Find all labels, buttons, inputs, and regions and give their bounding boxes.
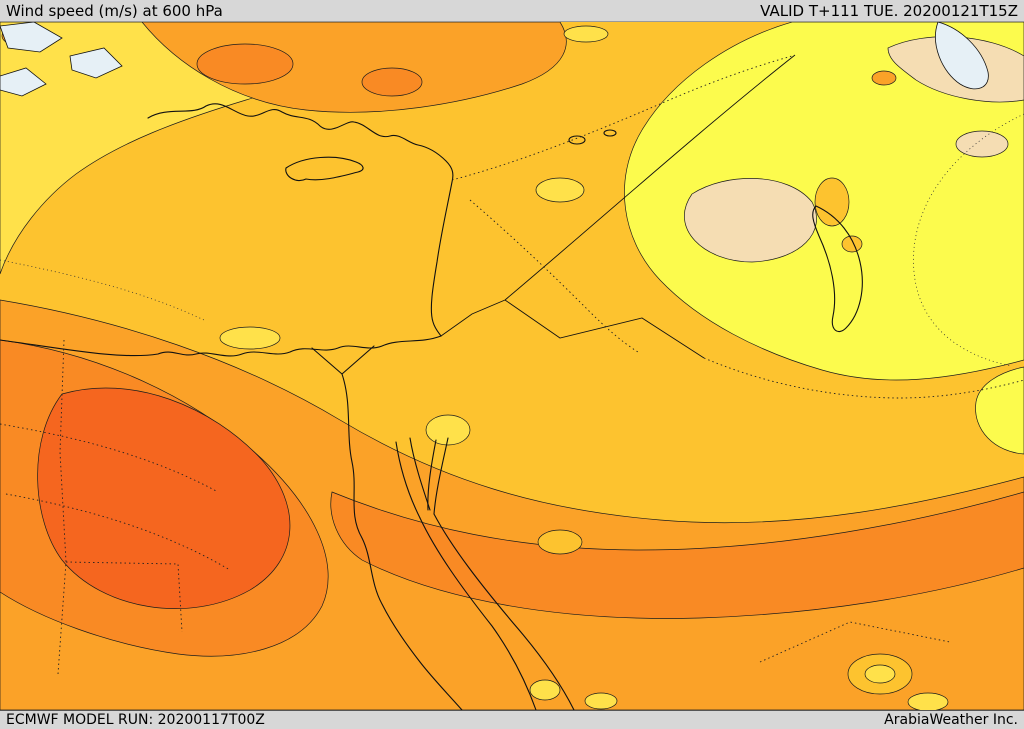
- border-sahara-2: [5, 493, 231, 571]
- border-egypt-libya: [57, 339, 67, 675]
- lake-anatolia-2: [603, 129, 617, 137]
- gulf-of-suez-west-shore: [395, 441, 421, 519]
- persian-gulf: [812, 205, 863, 333]
- border-saudi-iraq-east: [703, 357, 1024, 399]
- nile-river: [341, 373, 463, 711]
- isotach-core-cream-central: [684, 178, 817, 263]
- river-euphrates-dotted: [469, 199, 639, 353]
- brand-label: ArabiaWeather Inc.: [884, 712, 1018, 728]
- black-sea-fragment-1: [0, 21, 63, 53]
- gulf-of-aqaba-east-shore: [433, 437, 449, 515]
- red-sea-east-shore: [433, 513, 575, 711]
- coastline-cyprus: [285, 156, 364, 182]
- nile-delta-west: [311, 347, 343, 375]
- isotach-core-redorange-southwest: [37, 387, 291, 609]
- wind-speed-map-svg: [0, 21, 1024, 712]
- map-footer: ECMWF MODEL RUN: 20200117T00Z ArabiaWeat…: [0, 710, 1024, 729]
- border-jordan-saudi-zigzag: [504, 299, 705, 359]
- map-header: Wind speed (m/s) at 600 hPa VALID T+111 …: [0, 0, 1024, 22]
- isotach-spot-amber-in-yellow-1: [814, 177, 850, 227]
- border-yemen-oman: [759, 621, 951, 663]
- map-title: Wind speed (m/s) at 600 hPa: [6, 1, 223, 20]
- isotach-core-darkorange-north-1: [196, 43, 294, 85]
- gulf-of-aqaba-west-shore: [427, 439, 437, 511]
- valid-time-label: VALID T+111 TUE. 20200121T15Z: [760, 1, 1018, 20]
- isotach-spot-orange-in-yellow: [871, 70, 897, 86]
- red-sea-west-shore: [419, 517, 537, 711]
- nile-delta-east: [341, 345, 375, 375]
- black-sea-fragment-2: [69, 47, 123, 79]
- caspian-sea: [935, 21, 989, 90]
- isotach-spot-amber-in-yellow-2: [841, 235, 863, 253]
- isotach-spot-yellow-anatolia: [535, 177, 585, 203]
- coastline-egypt-north: [0, 335, 442, 357]
- coastline-anatolia-levant: [147, 103, 454, 337]
- isotach-spot-yellow-sinai: [425, 414, 471, 446]
- isotach-core-cream-east: [955, 130, 1009, 158]
- isotach-spot-yellow-southeast-2: [907, 692, 949, 712]
- model-run-label: ECMWF MODEL RUN: 20200117T00Z: [6, 712, 265, 728]
- border-sahara-1: [0, 423, 219, 493]
- border-turkey-syria-iraq: [451, 55, 793, 181]
- isotach-spot-yellow-nile-delta: [219, 326, 281, 350]
- border-levant-jordan: [440, 299, 506, 337]
- isotach-spot-yellow-southeast-1: [864, 664, 896, 684]
- map-canvas: [0, 21, 1024, 712]
- border-iraq-iran-diagonal: [504, 54, 796, 301]
- black-sea-fragment-3: [0, 67, 47, 97]
- isotach-contour-dotted-northeast: [913, 113, 1024, 367]
- isotach-core-darkorange-north-2: [361, 67, 423, 97]
- isotach-band-darkorange-southeast: [330, 491, 1024, 619]
- isotach-hole-amber-in-band: [537, 529, 583, 555]
- border-egypt-sudan: [65, 561, 183, 633]
- isotach-spot-yellow-south-2: [584, 692, 618, 710]
- lake-anatolia-1: [568, 135, 586, 145]
- isotach-spot-yellow-south-1: [529, 679, 561, 701]
- isotach-spot-yellow-topcenter: [563, 25, 609, 43]
